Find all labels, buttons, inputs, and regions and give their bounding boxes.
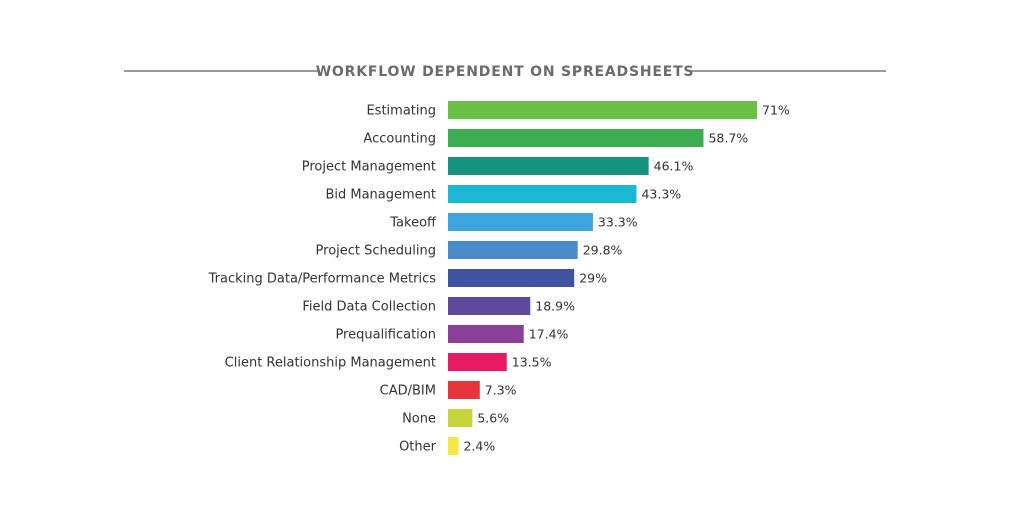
value-label: 71% [762, 103, 790, 118]
value-label: 46.1% [654, 159, 694, 174]
category-label: Field Data Collection [302, 300, 436, 315]
bar [448, 101, 757, 119]
category-label: Estimating [366, 104, 436, 119]
value-label: 5.6% [477, 411, 509, 426]
bar [448, 409, 473, 427]
bar [448, 129, 704, 147]
bar [448, 185, 637, 203]
bars-group: Estimating 71% Accounting 58.7% Project Mana… [208, 101, 790, 455]
category-label: None [402, 412, 436, 427]
value-label: 29.8% [583, 243, 623, 258]
category-label: Takeoff [389, 216, 437, 231]
category-label: Project Management [302, 160, 436, 175]
bar [448, 325, 524, 343]
value-label: 58.7% [708, 131, 748, 146]
category-label: CAD/BIM [380, 384, 436, 399]
category-label: Prequalification [335, 328, 436, 343]
value-label: 33.3% [598, 215, 638, 230]
value-label: 29% [579, 271, 607, 286]
category-label: Accounting [363, 132, 436, 147]
bar [448, 213, 593, 231]
value-label: 17.4% [529, 327, 569, 342]
bar [448, 157, 649, 175]
chart-title: WORKFLOW DEPENDENT ON SPREADSHEETS [316, 64, 695, 80]
category-label: Other [399, 440, 437, 455]
value-label: 13.5% [512, 355, 552, 370]
category-label: Tracking Data/Performance Metrics [208, 272, 437, 287]
bar [448, 381, 480, 399]
category-label: Client Relationship Management [225, 356, 436, 371]
bar [448, 269, 575, 287]
value-label: 43.3% [641, 187, 681, 202]
value-label: 18.9% [535, 299, 575, 314]
category-label: Bid Management [325, 188, 436, 203]
value-label: 7.3% [485, 383, 517, 398]
bar [448, 437, 459, 455]
bar [448, 241, 578, 259]
bar [448, 297, 531, 315]
category-label: Project Scheduling [316, 244, 436, 259]
bar [448, 353, 507, 371]
value-label: 2.4% [463, 439, 495, 454]
